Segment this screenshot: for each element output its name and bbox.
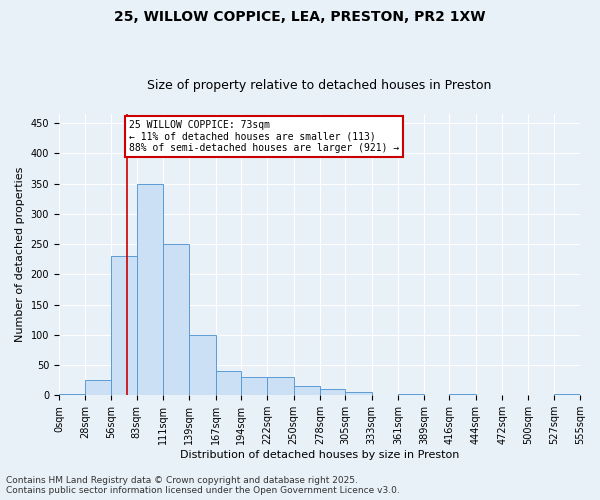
- Bar: [268, 377, 293, 395]
- Bar: [320, 389, 345, 395]
- Text: Contains HM Land Registry data © Crown copyright and database right 2025.
Contai: Contains HM Land Registry data © Crown c…: [6, 476, 400, 495]
- Text: 25, WILLOW COPPICE, LEA, PRESTON, PR2 1XW: 25, WILLOW COPPICE, LEA, PRESTON, PR2 1X…: [114, 10, 486, 24]
- Bar: [449, 394, 476, 395]
- Bar: [293, 386, 320, 395]
- Title: Size of property relative to detached houses in Preston: Size of property relative to detached ho…: [147, 79, 491, 92]
- Bar: [216, 371, 241, 395]
- Bar: [59, 394, 85, 395]
- Bar: [137, 184, 163, 395]
- Bar: [241, 377, 268, 395]
- Bar: [112, 256, 137, 395]
- Bar: [163, 244, 190, 395]
- Text: 25 WILLOW COPPICE: 73sqm
← 11% of detached houses are smaller (113)
88% of semi-: 25 WILLOW COPPICE: 73sqm ← 11% of detach…: [130, 120, 400, 153]
- Bar: [190, 334, 216, 395]
- Bar: [85, 380, 112, 395]
- Bar: [398, 394, 424, 395]
- Y-axis label: Number of detached properties: Number of detached properties: [15, 167, 25, 342]
- Bar: [554, 394, 580, 395]
- Bar: [345, 392, 371, 395]
- X-axis label: Distribution of detached houses by size in Preston: Distribution of detached houses by size …: [180, 450, 459, 460]
